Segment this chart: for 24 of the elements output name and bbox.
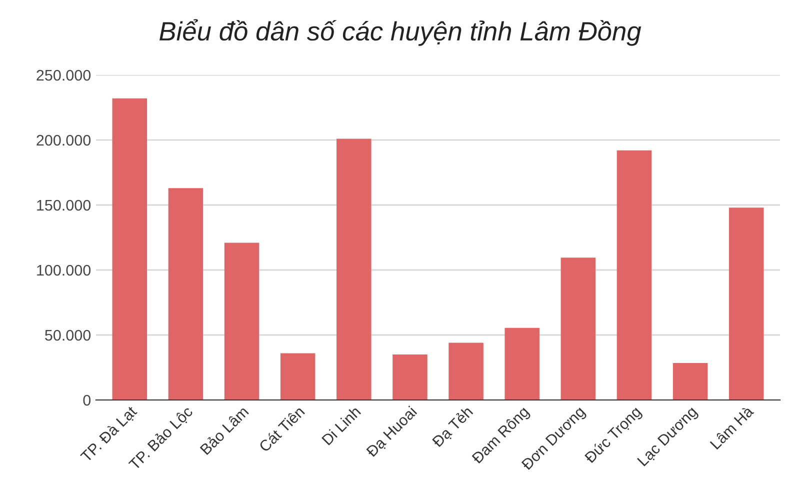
chart-title: Biểu đồ dân số các huyện tỉnh Lâm Đồng — [160, 19, 642, 46]
y-tick-label: 50.000 — [45, 330, 91, 341]
bar — [392, 354, 428, 400]
x-tick-label: Bảo Lâm — [199, 405, 249, 456]
y-tick-label: 150.000 — [37, 200, 91, 211]
bar — [728, 208, 764, 400]
y-tick-label: 250.000 — [36, 70, 91, 81]
bar — [224, 242, 260, 400]
y-tick-label: 100.000 — [37, 264, 91, 276]
x-tick-label: Lâm Hà — [709, 404, 754, 450]
bar — [280, 353, 316, 400]
y-tick-label: 200.000 — [36, 134, 91, 146]
bar — [616, 150, 652, 400]
bar — [560, 258, 596, 400]
bar — [112, 98, 148, 400]
x-tick-label: Đạ Tẻh — [430, 405, 475, 450]
bar — [672, 362, 708, 400]
bar — [336, 138, 372, 400]
y-tick-label: 0 — [83, 394, 91, 406]
x-tick-label: Cát Tiên — [258, 405, 306, 452]
bar — [504, 328, 540, 400]
bar — [168, 188, 204, 400]
x-tick-label: Di Linh — [321, 406, 362, 446]
bar — [448, 342, 484, 400]
